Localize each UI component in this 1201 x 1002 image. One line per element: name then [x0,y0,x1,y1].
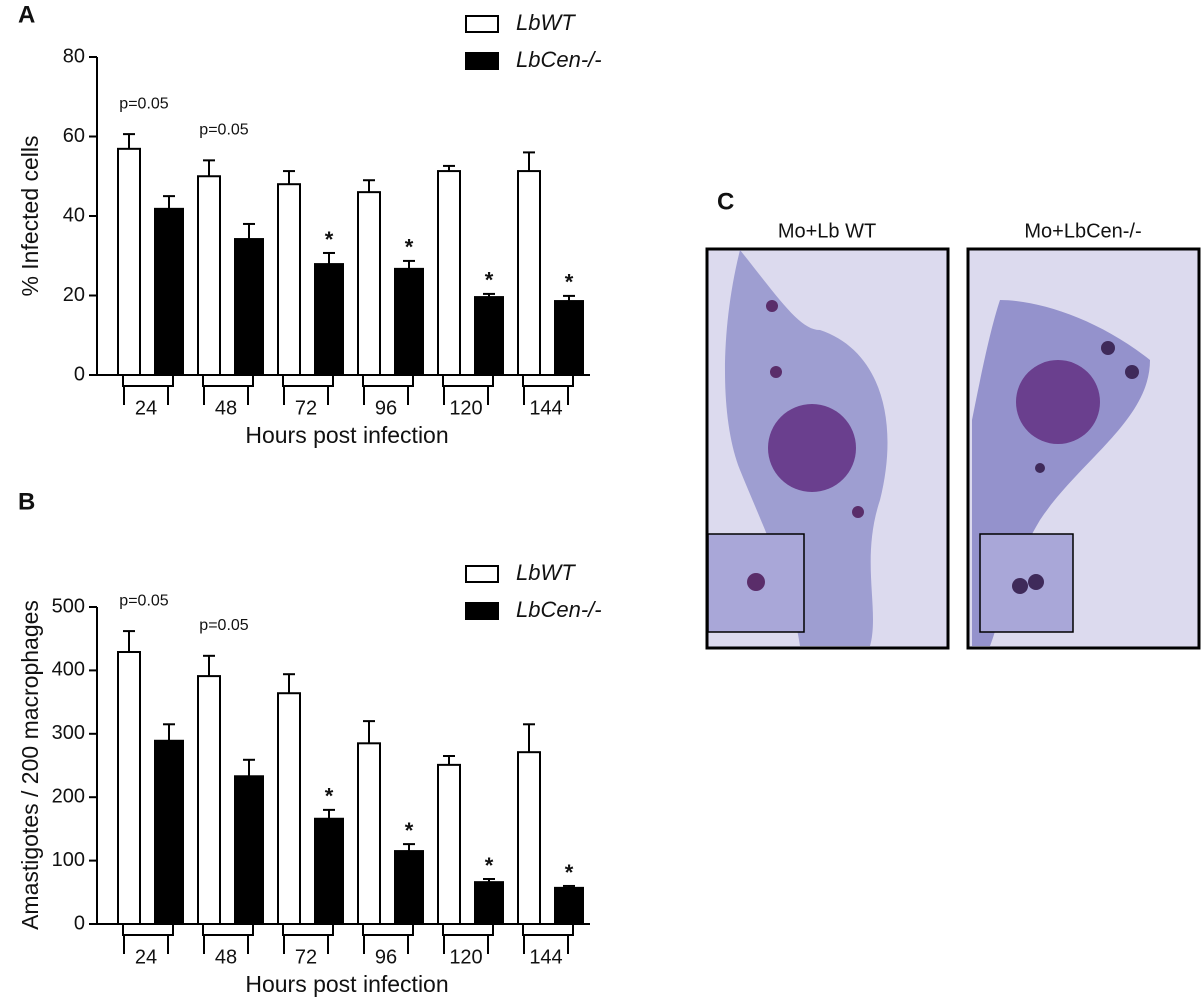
y-axis-label: Amastigotes / 200 macrophages [17,600,43,930]
x-axis-label: Hours post infection [245,422,448,448]
significance-mark: * [405,818,414,843]
bar [154,207,184,376]
bar [117,147,141,376]
y-tick-label: 60 [63,125,85,147]
bar [314,817,344,925]
panel-label: C [717,188,734,215]
y-tick-label: 400 [52,659,85,681]
bar [197,175,221,376]
x-tick-label: 72 [295,397,317,419]
legend-label: LbCen-/- [516,597,602,622]
bar [357,191,381,376]
y-tick-label: 0 [74,363,85,385]
legend-swatch [465,15,499,33]
panel-label: A [18,1,35,28]
bar [394,850,424,926]
p-value-annotation: p=0.05 [199,122,248,139]
x-tick-label: 96 [375,397,397,419]
bar [554,300,584,376]
y-tick-label: 500 [52,595,85,617]
micrograph [966,247,1201,650]
x-tick-label: 48 [215,397,237,419]
bar [554,886,584,925]
p-value-annotation: p=0.05 [119,592,168,609]
legend-swatch [465,565,499,583]
y-tick-label: 40 [63,204,85,226]
bar [517,751,541,925]
y-tick-label: 80 [63,45,85,67]
p-value-annotation: p=0.05 [199,617,248,634]
significance-mark: * [325,227,334,252]
x-bracket [442,924,494,936]
bar [517,170,541,376]
bar [154,739,184,925]
x-bracket [122,924,174,936]
x-tick-label: 24 [135,397,157,419]
y-tick-label: 20 [63,284,85,306]
x-bracket [522,375,574,387]
significance-mark: * [565,270,574,295]
y-tick-label: 100 [52,849,85,871]
x-bracket [362,375,414,387]
significance-mark: * [485,268,494,293]
bar [437,763,461,926]
bar [314,263,344,376]
image-title: Mo+Lb WT [778,220,876,242]
bar [234,775,264,926]
x-bracket [202,924,254,936]
x-bracket [122,375,174,387]
bar [474,881,504,926]
x-tick-label: 144 [529,397,562,419]
legend-swatch [465,52,499,70]
y-axis-label: % Infected cells [17,135,43,296]
panel-label: B [18,488,35,515]
significance-mark: * [485,853,494,878]
x-tick-label: 144 [529,946,562,968]
legend-label: LbWT [516,10,576,35]
significance-mark: * [405,235,414,260]
x-bracket [442,375,494,387]
x-bracket [282,375,334,387]
significance-mark: * [325,784,334,809]
x-tick-label: 120 [449,397,482,419]
y-tick-label: 0 [74,912,85,934]
x-tick-label: 96 [375,946,397,968]
image-title: Mo+LbCen-/- [1024,220,1141,242]
x-tick-label: 24 [135,946,157,968]
x-tick-label: 120 [449,946,482,968]
bar [117,651,141,925]
x-bracket [202,375,254,387]
bar [474,296,504,376]
x-bracket [522,924,574,936]
p-value-annotation: p=0.05 [119,95,168,112]
legend-label: LbWT [516,560,576,585]
y-tick-label: 300 [52,722,85,744]
bar [234,238,264,376]
x-bracket [362,924,414,936]
legend-label: LbCen-/- [516,47,602,72]
legend-swatch [465,602,499,620]
bar [357,742,381,925]
x-tick-label: 72 [295,946,317,968]
micrograph [705,247,950,650]
y-tick-label: 200 [52,785,85,807]
bar [394,267,424,376]
bar [437,170,461,376]
x-bracket [282,924,334,936]
x-axis-label: Hours post infection [245,971,448,997]
bar [277,183,301,376]
bar [197,675,221,926]
x-tick-label: 48 [215,946,237,968]
significance-mark: * [565,860,574,885]
bar [277,692,301,925]
